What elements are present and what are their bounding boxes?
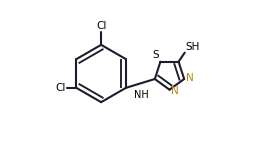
Text: Cl: Cl: [96, 21, 106, 31]
Text: Cl: Cl: [55, 83, 66, 93]
Text: N: N: [171, 86, 179, 96]
Text: N: N: [186, 73, 194, 83]
Text: S: S: [153, 50, 159, 60]
Text: SH: SH: [186, 42, 200, 52]
Text: NH: NH: [134, 90, 148, 100]
